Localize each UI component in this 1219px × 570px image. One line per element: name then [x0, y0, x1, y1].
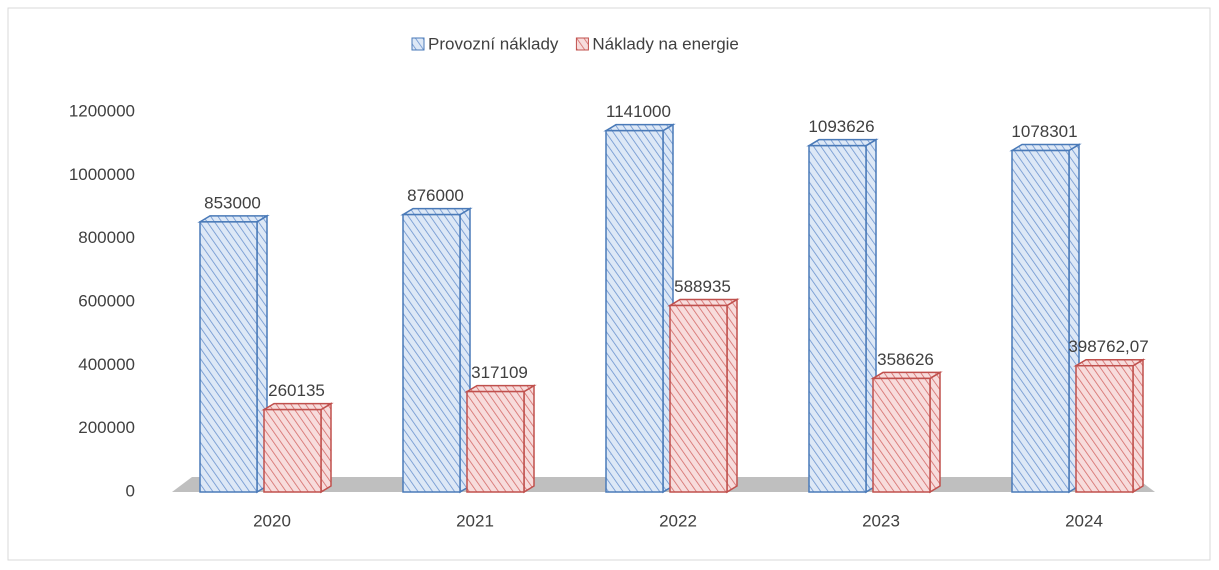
bar-side [1132, 358, 1144, 494]
legend-label: Náklady na energie [592, 34, 738, 53]
x-tick-label: 2024 [1065, 511, 1103, 530]
bar-top [464, 384, 537, 393]
bar [199, 221, 258, 493]
y-tick-label: 800000 [78, 228, 135, 247]
bar-top [197, 215, 270, 223]
legend-swatch [575, 37, 589, 51]
y-tick-label: 400000 [78, 355, 135, 374]
bar [263, 408, 322, 493]
bar [605, 129, 664, 493]
x-tick-label: 2021 [456, 511, 494, 530]
bar-side [320, 402, 332, 494]
y-tick-label: 600000 [78, 291, 135, 310]
bar-top [667, 298, 740, 307]
bar-top [806, 138, 879, 147]
data-label: 1078301 [1011, 122, 1077, 141]
legend-swatch [411, 37, 425, 51]
bar [466, 390, 525, 493]
y-tick-label: 200000 [78, 418, 135, 437]
bar-side [523, 384, 535, 494]
data-label: 398762,07 [1068, 337, 1148, 356]
data-label: 358626 [877, 350, 934, 369]
legend-label: Provozní náklady [428, 34, 559, 53]
x-tick-label: 2023 [862, 511, 900, 530]
bar-top [400, 207, 473, 216]
bar [1075, 364, 1134, 493]
data-label: 260135 [268, 381, 325, 400]
bar [402, 213, 461, 493]
data-label: 853000 [204, 193, 261, 212]
data-label: 1093626 [808, 117, 874, 136]
x-tick-label: 2020 [253, 511, 291, 530]
bar [1011, 149, 1070, 493]
data-label: 317109 [471, 363, 528, 382]
data-label: 588935 [674, 277, 731, 296]
y-tick-label: 0 [126, 481, 135, 500]
data-label: 1141000 [606, 102, 671, 121]
bar-top [261, 402, 334, 411]
bar [669, 304, 728, 493]
bar [808, 144, 867, 493]
y-tick-label: 1200000 [69, 101, 135, 120]
bar-top [870, 371, 943, 380]
bar-top [603, 123, 676, 132]
bar-side [726, 298, 738, 494]
bar-top [1073, 358, 1146, 367]
bar-top [1009, 143, 1082, 152]
y-tick-label: 1000000 [69, 165, 135, 184]
x-tick-label: 2022 [659, 511, 697, 530]
data-label: 876000 [407, 186, 464, 205]
bar [872, 377, 931, 493]
bar-side [929, 371, 941, 494]
